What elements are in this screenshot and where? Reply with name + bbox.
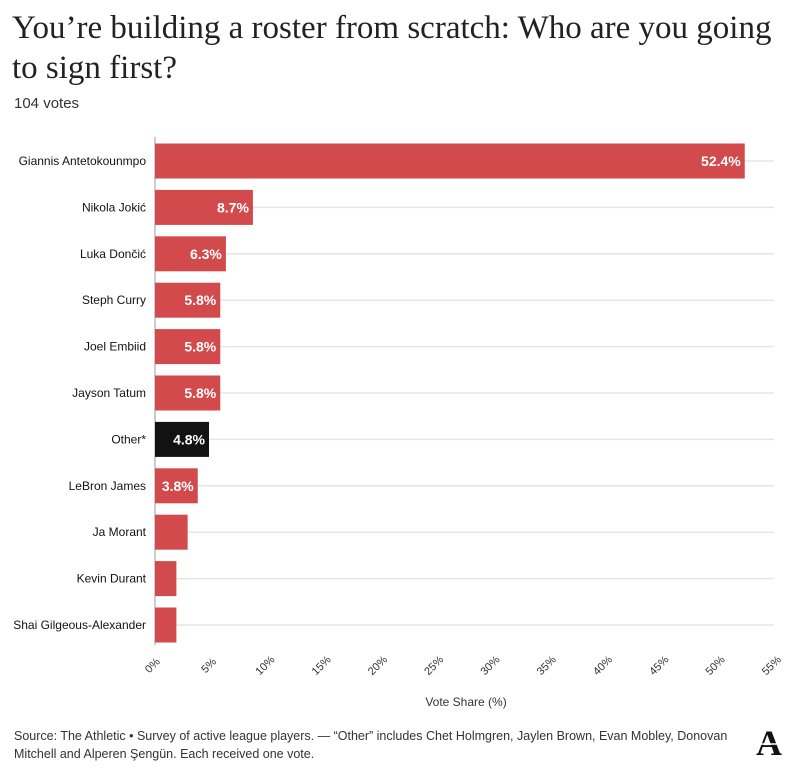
bar: [155, 561, 177, 597]
bar: [155, 375, 221, 411]
value-label: 8.7%: [217, 199, 249, 215]
value-label: 5.8%: [184, 292, 216, 308]
bar: [155, 607, 177, 643]
value-label: 4.8%: [173, 431, 205, 447]
category-label: Ja Morant: [93, 525, 147, 539]
x-tick-label: 45%: [647, 654, 671, 678]
x-tick-label: 55%: [760, 654, 784, 678]
x-tick-label: 5%: [199, 656, 219, 676]
source-note: Source: The Athletic • Survey of active …: [14, 729, 728, 761]
category-label: Other*: [111, 432, 146, 446]
bars: Giannis Antetokounmpo 52.4% Nikola Jokić 8.…: [13, 143, 745, 643]
vote-count: 104 votes: [14, 95, 80, 112]
bar: [155, 189, 253, 225]
x-tick-label: 30%: [478, 654, 502, 678]
category-label: Joel Embiid: [84, 340, 146, 354]
value-label: 5.8%: [184, 385, 216, 401]
x-tick-label: 35%: [535, 654, 559, 678]
bar: [155, 421, 210, 457]
x-tick-label: 25%: [422, 654, 446, 678]
bar: [155, 236, 226, 272]
value-label: 5.8%: [184, 339, 216, 355]
value-label: 52.4%: [701, 153, 741, 169]
x-tick-label: 10%: [253, 654, 277, 678]
bar: [155, 514, 188, 550]
category-label: Luka Dončić: [80, 247, 146, 261]
x-tick-label: 15%: [310, 654, 334, 678]
category-label: Kevin Durant: [77, 572, 147, 586]
x-tick-label: 20%: [366, 654, 390, 678]
value-label: 6.3%: [190, 246, 222, 262]
the-athletic-logo: A: [755, 724, 783, 760]
category-label: Jayson Tatum: [72, 386, 146, 400]
category-label: Nikola Jokić: [82, 200, 146, 214]
value-label: 3.8%: [162, 478, 194, 494]
category-label: LeBron James: [69, 479, 146, 493]
category-label: Shai Gilgeous-Alexander: [13, 618, 146, 632]
category-label: Giannis Antetokounmpo: [19, 154, 147, 168]
bar-chart: Giannis Antetokounmpo 52.4% Nikola Jokić 8.…: [13, 137, 784, 709]
chart-title: You’re building a roster from scratch: W…: [12, 10, 772, 86]
svg-text:A: A: [756, 724, 782, 760]
x-axis: 0% 5% 10% 15% 20% 25% 30% 35% 40% 45% 50% 55%: [143, 654, 784, 678]
bar: [155, 282, 221, 318]
bar: [155, 468, 198, 504]
x-axis-label: Vote Share (%): [425, 695, 506, 709]
x-tick-label: 0%: [143, 656, 163, 676]
bar: [155, 143, 745, 179]
category-label: Steph Curry: [82, 293, 146, 307]
bar: [155, 329, 221, 365]
x-tick-label: 40%: [591, 654, 615, 678]
x-tick-label: 50%: [704, 654, 728, 678]
